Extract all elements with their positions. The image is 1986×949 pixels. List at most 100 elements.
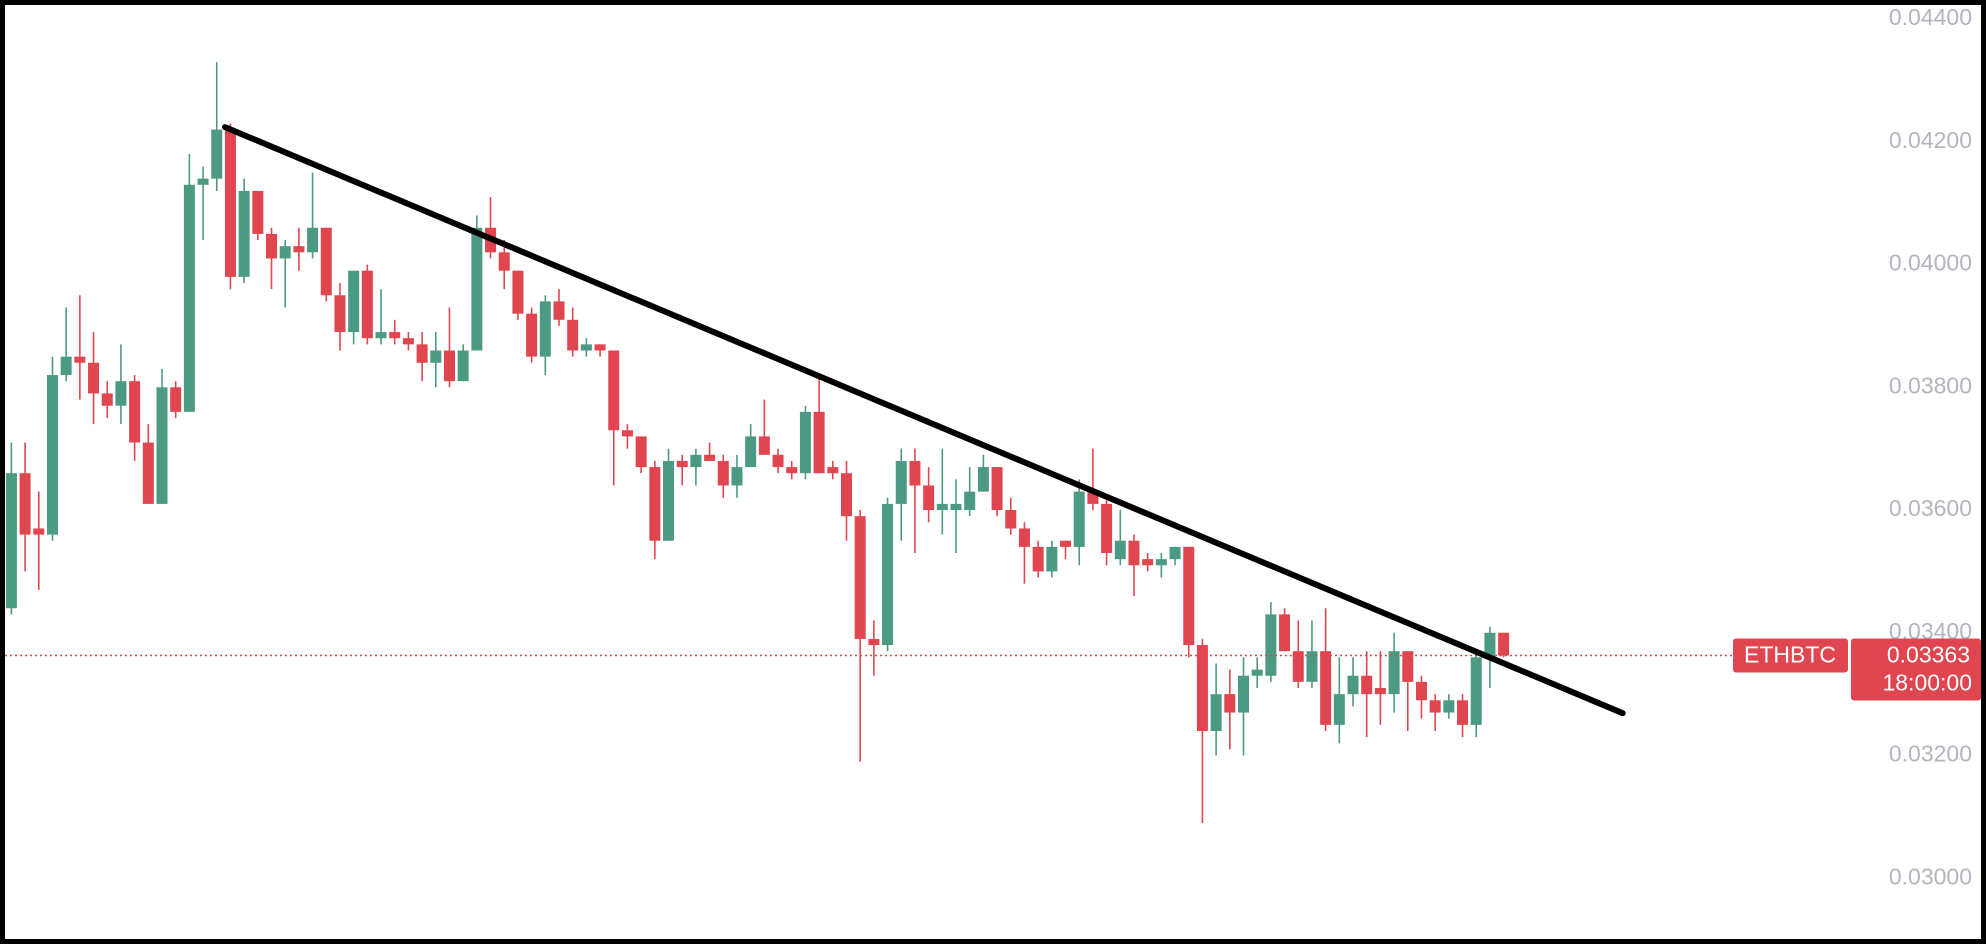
candle-body xyxy=(663,460,675,541)
candle-body xyxy=(1374,688,1386,695)
candle-body xyxy=(183,184,195,412)
candle-body xyxy=(950,503,962,511)
candle-body xyxy=(731,467,743,486)
candle-body xyxy=(895,460,907,504)
candle-body xyxy=(1073,491,1085,547)
candle-body xyxy=(361,270,373,339)
candle-body xyxy=(1155,559,1167,566)
candle-body xyxy=(594,344,606,351)
candle-body xyxy=(170,387,182,412)
candle-body xyxy=(1470,657,1482,725)
candle-body xyxy=(1415,681,1427,701)
candle-body xyxy=(1429,700,1441,713)
candle-body xyxy=(621,430,633,437)
candle-body xyxy=(977,467,989,492)
candle-body xyxy=(1388,651,1400,695)
candle-body xyxy=(854,516,866,639)
candle-body xyxy=(840,473,852,517)
candle-body xyxy=(1361,675,1373,695)
candle-body xyxy=(416,344,428,363)
candle-body xyxy=(704,454,716,461)
y-tick-label: 0.04200 xyxy=(1889,127,1972,153)
candle-body xyxy=(293,246,305,253)
candle-body xyxy=(129,381,141,443)
candle-body xyxy=(88,362,100,394)
candle-body xyxy=(690,454,702,468)
candle-body xyxy=(46,375,58,535)
candle-body xyxy=(964,491,976,511)
candle-body xyxy=(307,227,319,253)
candle-body xyxy=(1402,651,1414,682)
candle-body xyxy=(1457,700,1469,725)
candle-body xyxy=(142,442,154,504)
trendline xyxy=(221,124,1626,717)
candle-body xyxy=(115,381,127,406)
candle-body xyxy=(320,227,332,296)
candle-body xyxy=(553,301,565,320)
y-tick-label: 0.04400 xyxy=(1889,4,1972,30)
candle-body xyxy=(649,467,661,541)
candle-body xyxy=(1484,632,1496,658)
candle-body xyxy=(868,638,880,646)
candle-body xyxy=(430,350,442,363)
candle-body xyxy=(608,350,620,431)
candle-body xyxy=(1032,546,1044,572)
candle-body xyxy=(33,528,45,535)
candle-body xyxy=(580,344,592,351)
candle-body xyxy=(498,252,510,271)
candle-body xyxy=(1060,540,1072,547)
candle-body xyxy=(1251,669,1263,676)
candle-body xyxy=(1142,559,1154,566)
candle-body xyxy=(1333,694,1345,725)
candle-body xyxy=(923,485,935,511)
candle-body xyxy=(1320,651,1332,725)
candle-body xyxy=(402,338,414,345)
candle-body xyxy=(60,356,72,376)
candle-body xyxy=(266,233,278,259)
candle-body xyxy=(635,436,647,468)
y-tick-label: 0.03800 xyxy=(1889,372,1972,398)
candle-body xyxy=(1183,546,1195,646)
candle-body xyxy=(1306,651,1318,682)
candle-body xyxy=(799,411,811,474)
symbol-label: ETHBTC xyxy=(1744,642,1836,668)
candle-body xyxy=(813,411,825,474)
candle-body xyxy=(1210,694,1222,731)
y-tick-label: 0.03000 xyxy=(1889,863,1972,889)
candle-body xyxy=(882,503,894,646)
candle-body xyxy=(991,467,1003,511)
candle-body xyxy=(1005,510,1017,529)
candle-body xyxy=(717,460,729,486)
y-tick-label: 0.03600 xyxy=(1889,495,1972,521)
candle-body xyxy=(1114,540,1126,560)
price-label: 0.03363 xyxy=(1887,642,1970,668)
candle-body xyxy=(1046,546,1058,572)
countdown-label: 18:00:00 xyxy=(1882,670,1972,696)
candles xyxy=(5,62,1510,824)
candle-body xyxy=(211,129,223,179)
candle-body xyxy=(909,460,921,486)
candle-body xyxy=(279,246,291,259)
candle-body xyxy=(676,460,688,468)
candle-body xyxy=(375,332,387,339)
candle-body xyxy=(1224,694,1236,713)
candle-body xyxy=(786,467,798,474)
candle-body xyxy=(1196,645,1208,731)
candle-body xyxy=(772,454,784,468)
candle-body xyxy=(101,393,113,406)
candle-body xyxy=(512,270,524,314)
candle-body xyxy=(1169,546,1181,560)
candle-body xyxy=(1443,700,1455,713)
candle-body xyxy=(526,313,538,357)
candle-body xyxy=(1292,651,1304,682)
candle-body xyxy=(389,332,401,339)
price-tag xyxy=(1851,638,1981,701)
candle-body xyxy=(1238,675,1249,713)
candle-body xyxy=(1498,632,1510,656)
candle-body xyxy=(74,356,86,363)
candle-body xyxy=(1128,540,1140,566)
y-tick-label: 0.03200 xyxy=(1889,741,1972,767)
